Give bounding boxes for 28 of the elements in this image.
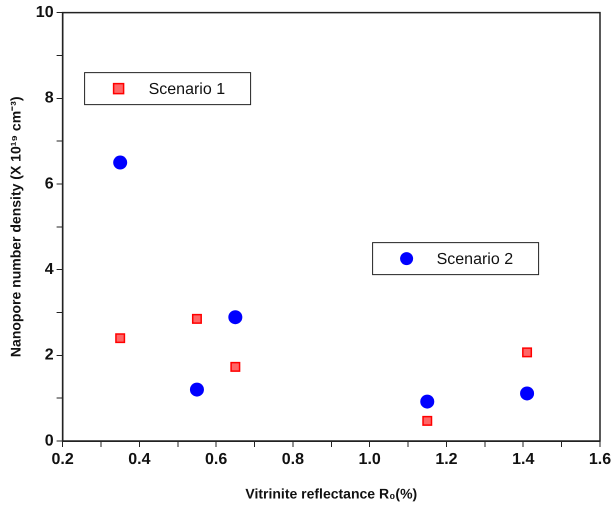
- point: [190, 382, 204, 397]
- point: [422, 416, 432, 426]
- x-tick-label: 0.6: [205, 451, 228, 468]
- point: [192, 314, 202, 324]
- y-tick-label: 0: [44, 432, 54, 450]
- point: [520, 386, 534, 400]
- x-tick-label: 0.8: [282, 451, 304, 468]
- y-tick-label: 4: [44, 261, 54, 278]
- point: [522, 347, 532, 358]
- y-tick-label: 2: [44, 346, 54, 364]
- y-tick-label: 6: [44, 175, 54, 192]
- x-tick-label: 1.4: [512, 451, 534, 468]
- y-tick-label: 8: [44, 90, 54, 107]
- x-tick-label: 1.0: [358, 451, 381, 468]
- legend-label: Scenario 1: [148, 81, 226, 98]
- x-axis-title: Vitrinite reflectance R₀(%): [245, 485, 418, 502]
- point: [115, 333, 126, 344]
- x-tick-label: 0.2: [51, 451, 74, 468]
- x-tick-label: 1.6: [588, 451, 612, 468]
- point: [420, 394, 434, 409]
- y-axis-title: Nanopore number density (X 10¹⁹ cm⁻³): [7, 96, 24, 358]
- y-tick-label: 10: [36, 4, 54, 22]
- point: [228, 310, 242, 324]
- x-tick-label: 0.4: [128, 451, 151, 468]
- x-tick-label: 1.2: [435, 451, 458, 468]
- legend-label: Scenario 2: [436, 251, 514, 268]
- point: [230, 362, 240, 372]
- point: [113, 156, 128, 170]
